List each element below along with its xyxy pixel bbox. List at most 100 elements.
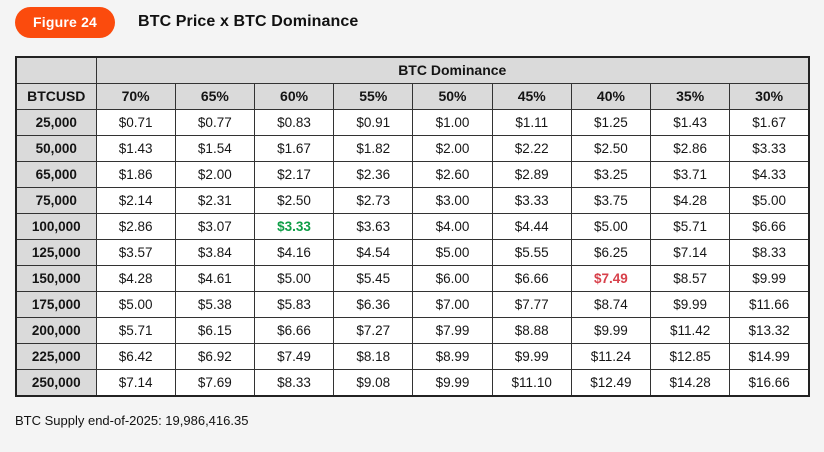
- market-cap-cell: $6.66: [253, 317, 335, 344]
- market-cap-cell: $1.67: [729, 109, 810, 136]
- market-cap-cell: $2.73: [333, 187, 414, 214]
- market-cap-cell: $4.00: [412, 213, 493, 240]
- column-header-40pct: 40%: [570, 83, 652, 110]
- market-cap-cell: $6.00: [412, 265, 493, 292]
- market-cap-cell: $6.66: [729, 213, 810, 240]
- market-cap-cell: $9.99: [570, 317, 652, 344]
- market-cap-cell: $5.45: [333, 265, 414, 292]
- market-cap-cell: $8.18: [333, 343, 414, 370]
- table-row: 50,000 $1.43 $1.54 $1.67 $1.82 $2.00 $2.22 $2.5…: [15, 135, 810, 162]
- market-cap-cell: $2.22: [491, 135, 572, 162]
- column-header-45pct: 45%: [491, 83, 572, 110]
- market-cap-cell: $11.42: [650, 317, 731, 344]
- market-cap-cell: $9.08: [333, 369, 414, 397]
- market-cap-cell: $0.71: [95, 109, 176, 136]
- market-cap-cell: $2.31: [174, 187, 255, 214]
- market-cap-cell: $8.57: [650, 265, 731, 292]
- market-cap-cell: $4.54: [333, 239, 414, 266]
- figure-container: Figure 24 BTC Price x BTC Dominance BTC …: [15, 5, 810, 428]
- market-cap-cell: $5.00: [95, 291, 176, 318]
- market-cap-cell: $7.69: [174, 369, 255, 397]
- market-cap-cell: $5.71: [650, 213, 731, 240]
- column-header-55pct: 55%: [333, 83, 414, 110]
- btc-supply-footnote: BTC Supply end-of-2025: 19,986,416.35: [15, 413, 249, 428]
- market-cap-cell: $2.50: [253, 187, 335, 214]
- market-cap-cell: $5.00: [412, 239, 493, 266]
- market-cap-cell: $7.49: [253, 343, 335, 370]
- market-cap-cell: $5.00: [570, 213, 652, 240]
- market-cap-cell: $5.38: [174, 291, 255, 318]
- market-cap-cell: $8.33: [253, 369, 335, 397]
- market-cap-cell: $0.83: [253, 109, 335, 136]
- market-cap-cell: $7.77: [491, 291, 572, 318]
- market-cap-cell: $1.82: [333, 135, 414, 162]
- table-row: 150,000 $4.28 $4.61 $5.00 $5.45 $6.00 $6.66 $7.…: [15, 265, 810, 292]
- market-cap-cell: $6.66: [491, 265, 572, 292]
- market-cap-cell: $2.60: [412, 161, 493, 188]
- market-cap-cell: $8.99: [412, 343, 493, 370]
- market-cap-cell: $3.33: [491, 187, 572, 214]
- market-cap-cell: $2.86: [650, 135, 731, 162]
- table-row: 225,000 $6.42 $6.92 $7.49 $8.18 $8.99 $9.99 $11…: [15, 343, 810, 370]
- column-header-row: BTCUSD 70% 65% 60% 55% 50% 45% 40% 35% 30%: [15, 83, 810, 110]
- row-header-price: 250,000: [15, 369, 97, 397]
- market-cap-cell: $3.33: [729, 135, 810, 162]
- table-row: 125,000 $3.57 $3.84 $4.16 $4.54 $5.00 $5.55 $6.…: [15, 239, 810, 266]
- market-cap-cell: $2.36: [333, 161, 414, 188]
- market-cap-cell: $2.86: [95, 213, 176, 240]
- table-row: 25,000 $0.71 $0.77 $0.83 $0.91 $1.00 $1.11 $1.2…: [15, 109, 810, 136]
- row-header-price: 200,000: [15, 317, 97, 344]
- column-header-35pct: 35%: [650, 83, 731, 110]
- positive-highlight-cell: $3.33: [253, 213, 335, 240]
- market-cap-cell: $1.54: [174, 135, 255, 162]
- corner-cell: [15, 56, 97, 84]
- market-cap-cell: $4.33: [729, 161, 810, 188]
- market-cap-cell: $1.11: [491, 109, 572, 136]
- market-cap-cell: $12.49: [570, 369, 652, 397]
- group-header-row: BTC Dominance: [15, 56, 810, 84]
- market-cap-cell: $5.00: [253, 265, 335, 292]
- row-header-price: 65,000: [15, 161, 97, 188]
- market-cap-cell: $8.88: [491, 317, 572, 344]
- market-cap-cell: $14.28: [650, 369, 731, 397]
- market-cap-cell: $5.83: [253, 291, 335, 318]
- market-cap-cell: $3.57: [95, 239, 176, 266]
- row-header-price: 175,000: [15, 291, 97, 318]
- market-cap-cell: $6.15: [174, 317, 255, 344]
- market-cap-cell: $1.25: [570, 109, 652, 136]
- market-cap-cell: $2.17: [253, 161, 335, 188]
- market-cap-cell: $4.16: [253, 239, 335, 266]
- market-cap-cell: $1.67: [253, 135, 335, 162]
- market-cap-cell: $3.75: [570, 187, 652, 214]
- column-header-65pct: 65%: [174, 83, 255, 110]
- column-header-50pct: 50%: [412, 83, 493, 110]
- table-body: 25,000 $0.71 $0.77 $0.83 $0.91 $1.00 $1.11 $1.2…: [15, 109, 810, 397]
- market-cap-cell: $11.66: [729, 291, 810, 318]
- market-cap-cell: $7.99: [412, 317, 493, 344]
- market-cap-cell: $11.10: [491, 369, 572, 397]
- column-header-60pct: 60%: [253, 83, 335, 110]
- market-cap-cell: $2.50: [570, 135, 652, 162]
- row-header-price: 225,000: [15, 343, 97, 370]
- market-cap-cell: $3.84: [174, 239, 255, 266]
- market-cap-cell: $8.33: [729, 239, 810, 266]
- table-row: 75,000 $2.14 $2.31 $2.50 $2.73 $3.00 $3.33 $3.7…: [15, 187, 810, 214]
- market-cap-cell: $2.89: [491, 161, 572, 188]
- btc-price-dominance-table: BTC Dominance BTCUSD 70% 65% 60% 55% 50% 45% 40%…: [15, 56, 810, 397]
- market-cap-cell: $6.92: [174, 343, 255, 370]
- table-row: 65,000 $1.86 $2.00 $2.17 $2.36 $2.60 $2.89 $3.2…: [15, 161, 810, 188]
- market-cap-cell: $5.00: [729, 187, 810, 214]
- row-header-price: 100,000: [15, 213, 97, 240]
- market-cap-cell: $0.77: [174, 109, 255, 136]
- row-header-price: 50,000: [15, 135, 97, 162]
- market-cap-cell: $2.00: [174, 161, 255, 188]
- row-header-price: 25,000: [15, 109, 97, 136]
- market-cap-cell: $2.00: [412, 135, 493, 162]
- figure-header: Figure 24 BTC Price x BTC Dominance: [15, 5, 810, 39]
- column-header-btcusd: BTCUSD: [15, 83, 97, 110]
- market-cap-cell: $12.85: [650, 343, 731, 370]
- market-cap-cell: $11.24: [570, 343, 652, 370]
- figure-title: BTC Price x BTC Dominance: [138, 13, 359, 30]
- market-cap-cell: $9.99: [729, 265, 810, 292]
- market-cap-cell: $7.00: [412, 291, 493, 318]
